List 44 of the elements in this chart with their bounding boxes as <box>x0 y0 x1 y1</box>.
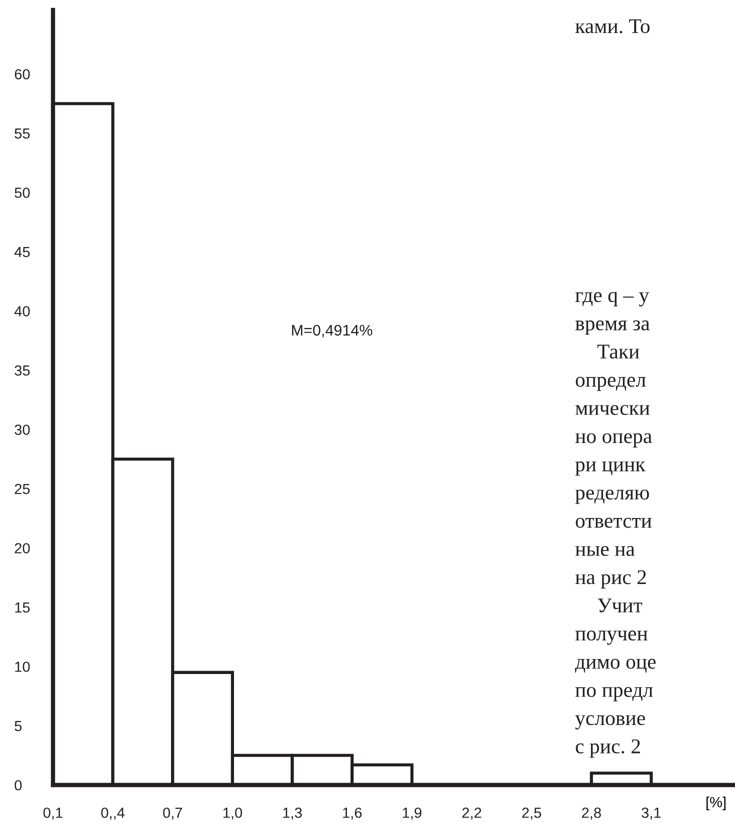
annotation: ками. То <box>575 19 650 34</box>
y-tick-label: 35 <box>14 365 30 376</box>
annotation: Таки <box>597 344 640 359</box>
annotation: ные на <box>575 546 635 556</box>
annotation: M=0,4914% <box>292 324 372 338</box>
annotation: с рис. 2 <box>576 739 640 758</box>
annotation: по предл <box>575 686 653 702</box>
x-tick-label: 2,5 <box>522 808 542 820</box>
x-tick-label: 3,1 <box>642 808 661 820</box>
annotation: условие <box>575 715 645 730</box>
y-tick-label: 30 <box>14 424 30 435</box>
y-tick-label: 45 <box>14 246 30 258</box>
y-tick-label: 0 <box>14 780 22 790</box>
annotation: мически <box>575 404 650 416</box>
annotation: где q – у <box>575 292 650 306</box>
annotation: на рис 2 <box>575 570 646 588</box>
y-tick-label: 20 <box>14 543 30 554</box>
y-tick-label: 10 <box>15 662 30 672</box>
annotation: Учит <box>598 598 642 612</box>
y-tick-label: 25 <box>14 484 30 494</box>
x-axis-title: [%] <box>706 796 726 810</box>
x-tick-label: 1,9 <box>402 808 422 820</box>
y-tick-label: 50 <box>14 188 30 198</box>
annotation: ри цинк <box>575 461 646 476</box>
annotation: ответсти <box>576 518 652 528</box>
y-tick-label: 15 <box>15 602 30 613</box>
annotation: получен <box>575 630 648 645</box>
y-tick-label: 60 <box>14 69 30 80</box>
annotation: димо оце <box>575 658 656 673</box>
x-tick-label: 0,,4 <box>101 808 125 820</box>
annotation: ределяю <box>575 490 649 504</box>
annotation: но опера <box>575 433 652 448</box>
x-tick-label: 2,8 <box>582 808 601 820</box>
y-tick-label: 40 <box>14 306 30 316</box>
y-tick-label: 5 <box>14 721 22 732</box>
x-tick-label: 1,3 <box>283 808 302 820</box>
annotation: определ <box>576 376 646 392</box>
y-tick-label: 55 <box>14 128 30 139</box>
x-tick-label: 0,7 <box>163 808 182 820</box>
x-tick-label: 1,6 <box>343 808 362 820</box>
annotation: время за <box>575 320 650 335</box>
x-tick-label: 0,1 <box>43 808 62 820</box>
x-tick-label: 1,0 <box>223 808 242 820</box>
x-tick-label: 2,2 <box>462 808 482 820</box>
